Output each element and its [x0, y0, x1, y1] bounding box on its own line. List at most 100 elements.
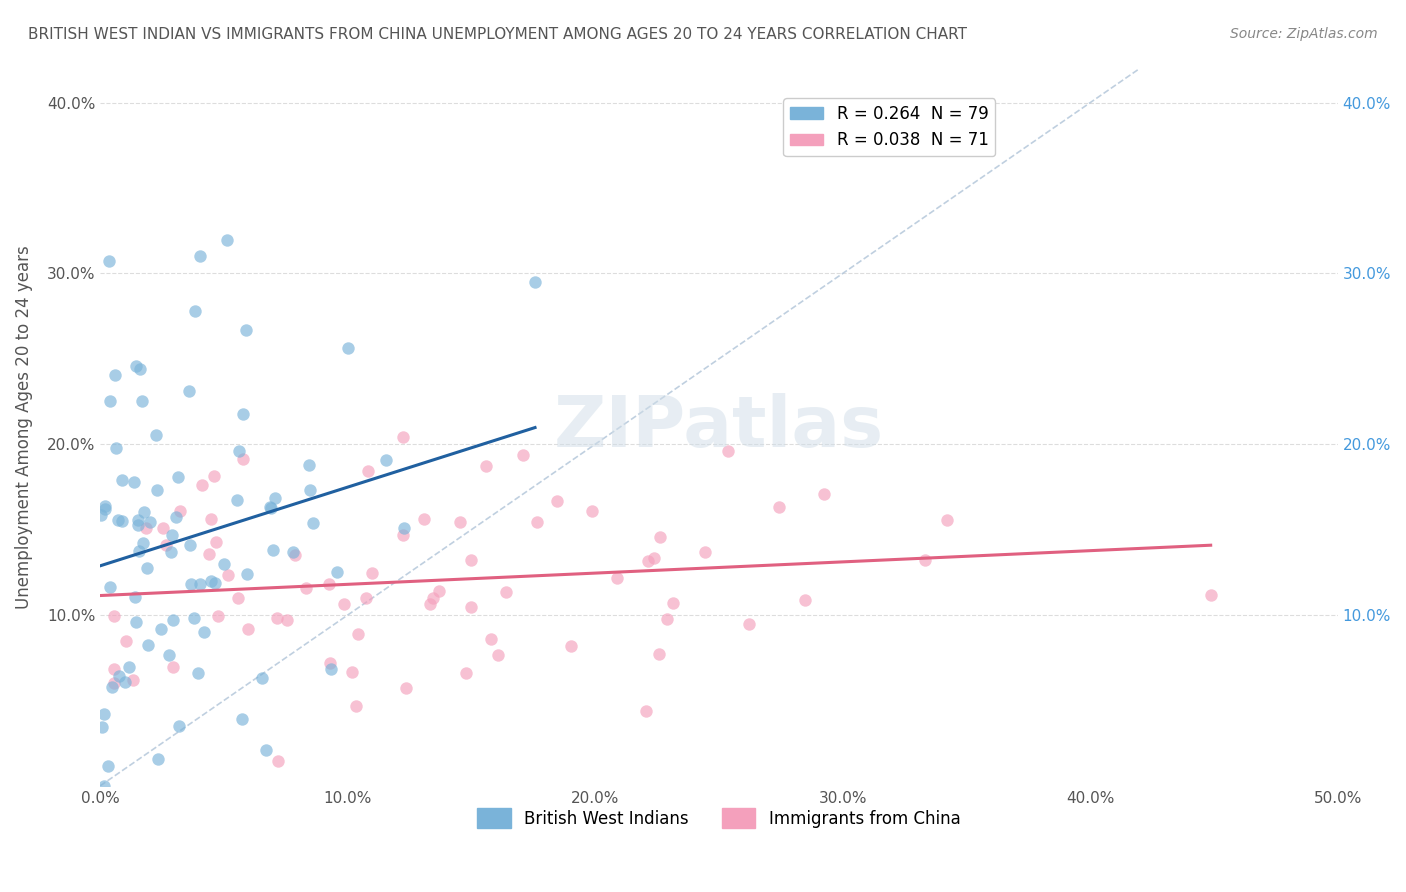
- Point: [103, 676, 125, 690]
- Point: [180, 577, 202, 591]
- Point: [107, 513, 129, 527]
- Point: [427, 584, 450, 599]
- Point: [738, 617, 761, 632]
- Point: [231, 712, 253, 726]
- Point: [200, 574, 222, 588]
- Point: [281, 545, 304, 559]
- Point: [183, 610, 205, 624]
- Point: [152, 521, 174, 535]
- Point: [124, 359, 146, 373]
- Point: [132, 536, 155, 550]
- Point: [190, 577, 212, 591]
- Point: [391, 528, 413, 542]
- Point: [643, 550, 665, 565]
- Point: [177, 384, 200, 399]
- Point: [266, 754, 288, 768]
- Point: [155, 538, 177, 552]
- Point: [167, 719, 190, 733]
- Point: [318, 657, 340, 671]
- Point: [93, 779, 115, 793]
- Point: [93, 502, 115, 516]
- Point: [136, 638, 159, 652]
- Point: [395, 681, 418, 696]
- Point: [794, 593, 817, 607]
- Point: [145, 427, 167, 442]
- Point: [326, 565, 349, 579]
- Point: [114, 675, 136, 690]
- Point: [188, 249, 211, 263]
- Point: [456, 665, 478, 680]
- Point: [104, 368, 127, 383]
- Point: [636, 704, 658, 718]
- Point: [284, 548, 307, 562]
- Point: [695, 544, 717, 558]
- Point: [648, 530, 671, 544]
- Point: [214, 557, 236, 571]
- Point: [375, 452, 398, 467]
- Point: [264, 491, 287, 506]
- Point: [138, 515, 160, 529]
- Point: [118, 660, 141, 674]
- Point: [187, 666, 209, 681]
- Point: [184, 304, 207, 318]
- Point: [340, 665, 363, 679]
- Point: [97, 759, 120, 773]
- Point: [254, 742, 277, 756]
- Point: [657, 612, 679, 626]
- Point: [299, 483, 322, 497]
- Point: [360, 566, 382, 580]
- Point: [149, 622, 172, 636]
- Point: [460, 599, 482, 614]
- Point: [122, 673, 145, 687]
- Point: [124, 475, 146, 489]
- Point: [226, 591, 249, 605]
- Point: [207, 608, 229, 623]
- Point: [647, 647, 669, 661]
- Point: [235, 322, 257, 336]
- Point: [479, 632, 502, 646]
- Point: [129, 361, 152, 376]
- Point: [198, 547, 221, 561]
- Point: [546, 493, 568, 508]
- Point: [319, 662, 342, 676]
- Point: [560, 639, 582, 653]
- Point: [169, 504, 191, 518]
- Point: [179, 538, 201, 552]
- Point: [302, 516, 325, 531]
- Point: [581, 503, 603, 517]
- Point: [205, 534, 228, 549]
- Point: [495, 585, 517, 599]
- Point: [238, 622, 260, 636]
- Point: [1199, 588, 1222, 602]
- Point: [131, 394, 153, 409]
- Point: [128, 544, 150, 558]
- Point: [160, 545, 183, 559]
- Point: [259, 500, 281, 514]
- Point: [318, 577, 340, 591]
- Point: [162, 660, 184, 674]
- Point: [392, 430, 415, 444]
- Point: [232, 451, 254, 466]
- Point: [266, 611, 288, 625]
- Point: [813, 487, 835, 501]
- Point: [422, 591, 444, 605]
- Point: [935, 513, 957, 527]
- Point: [419, 598, 441, 612]
- Legend: British West Indians, Immigrants from China: British West Indians, Immigrants from Ch…: [471, 801, 967, 835]
- Point: [297, 458, 319, 472]
- Point: [347, 627, 370, 641]
- Point: [111, 474, 134, 488]
- Point: [98, 580, 121, 594]
- Point: [145, 483, 167, 497]
- Point: [98, 393, 121, 408]
- Point: [460, 553, 482, 567]
- Point: [127, 518, 149, 533]
- Point: [202, 469, 225, 483]
- Point: [637, 554, 659, 568]
- Point: [336, 341, 359, 355]
- Point: [768, 500, 790, 514]
- Point: [236, 567, 259, 582]
- Point: [190, 478, 212, 492]
- Point: [215, 233, 238, 247]
- Point: [124, 590, 146, 604]
